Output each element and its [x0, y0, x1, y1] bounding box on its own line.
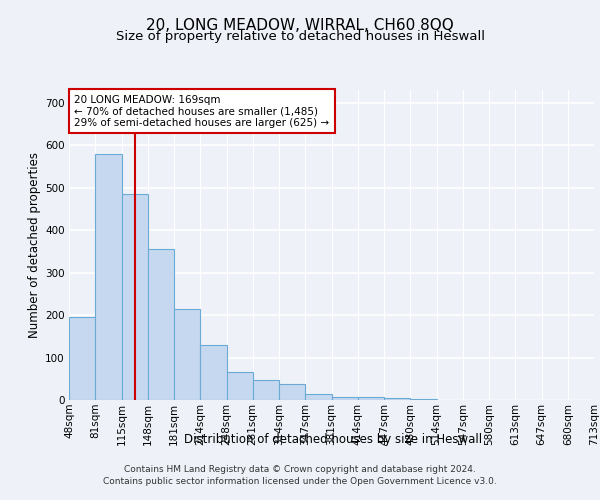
- Bar: [174, 308, 200, 400]
- Bar: [227, 372, 253, 400]
- Bar: [331, 396, 358, 400]
- Bar: [148, 249, 174, 400]
- Text: 20 LONG MEADOW: 169sqm
← 70% of detached houses are smaller (1,485)
29% of semi-: 20 LONG MEADOW: 169sqm ← 70% of detached…: [74, 94, 329, 128]
- Bar: [200, 345, 227, 400]
- Bar: [305, 394, 331, 400]
- Text: Contains HM Land Registry data © Crown copyright and database right 2024.: Contains HM Land Registry data © Crown c…: [124, 465, 476, 474]
- Bar: [384, 398, 410, 400]
- Text: Size of property relative to detached houses in Heswall: Size of property relative to detached ho…: [115, 30, 485, 43]
- Bar: [279, 384, 305, 400]
- Bar: [253, 380, 279, 400]
- Bar: [69, 317, 95, 400]
- Bar: [358, 396, 384, 400]
- Y-axis label: Number of detached properties: Number of detached properties: [28, 152, 41, 338]
- Text: 20, LONG MEADOW, WIRRAL, CH60 8QQ: 20, LONG MEADOW, WIRRAL, CH60 8QQ: [146, 18, 454, 32]
- Text: Contains public sector information licensed under the Open Government Licence v3: Contains public sector information licen…: [103, 477, 497, 486]
- Bar: [121, 194, 148, 400]
- Text: Distribution of detached houses by size in Heswall: Distribution of detached houses by size …: [184, 432, 482, 446]
- Bar: [95, 154, 121, 400]
- Bar: [410, 399, 437, 400]
